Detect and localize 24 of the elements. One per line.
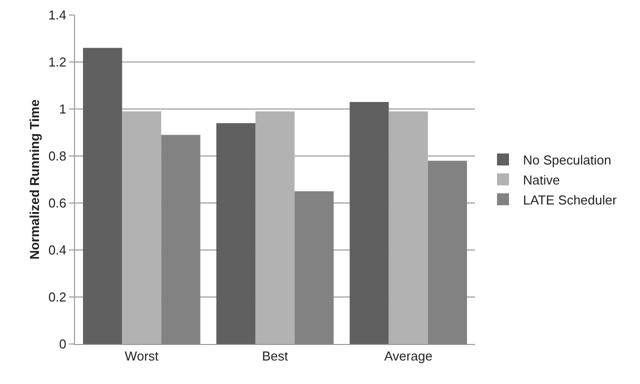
y-tick-label: 1.2 [48,54,66,70]
bar [294,191,334,344]
x-tick-label: Worst [124,348,159,364]
bar [216,123,256,344]
y-axis-title: Normalized Running Time [27,99,42,260]
bar [122,111,162,344]
y-tick-label: 0.4 [48,242,66,258]
bar [255,111,295,344]
x-tick-label: Average [384,348,432,364]
y-tick-label: 1.4 [48,8,66,23]
y-tick-label: 0.8 [48,148,66,164]
bar [388,111,428,344]
bar [428,160,467,344]
y-tick-label: 1 [59,102,66,117]
bar [350,102,389,344]
y-tick-label: 0 [59,336,66,352]
y-tick-label: 0.2 [48,290,66,305]
bar [161,134,200,344]
y-tick-label: 0.6 [48,196,66,211]
x-tick-label: Best [262,348,288,364]
legend-label: LATE Scheduler [523,192,618,208]
bar [83,48,122,344]
legend-label: Native [523,172,560,188]
legend-label: No Speculation [523,152,612,168]
